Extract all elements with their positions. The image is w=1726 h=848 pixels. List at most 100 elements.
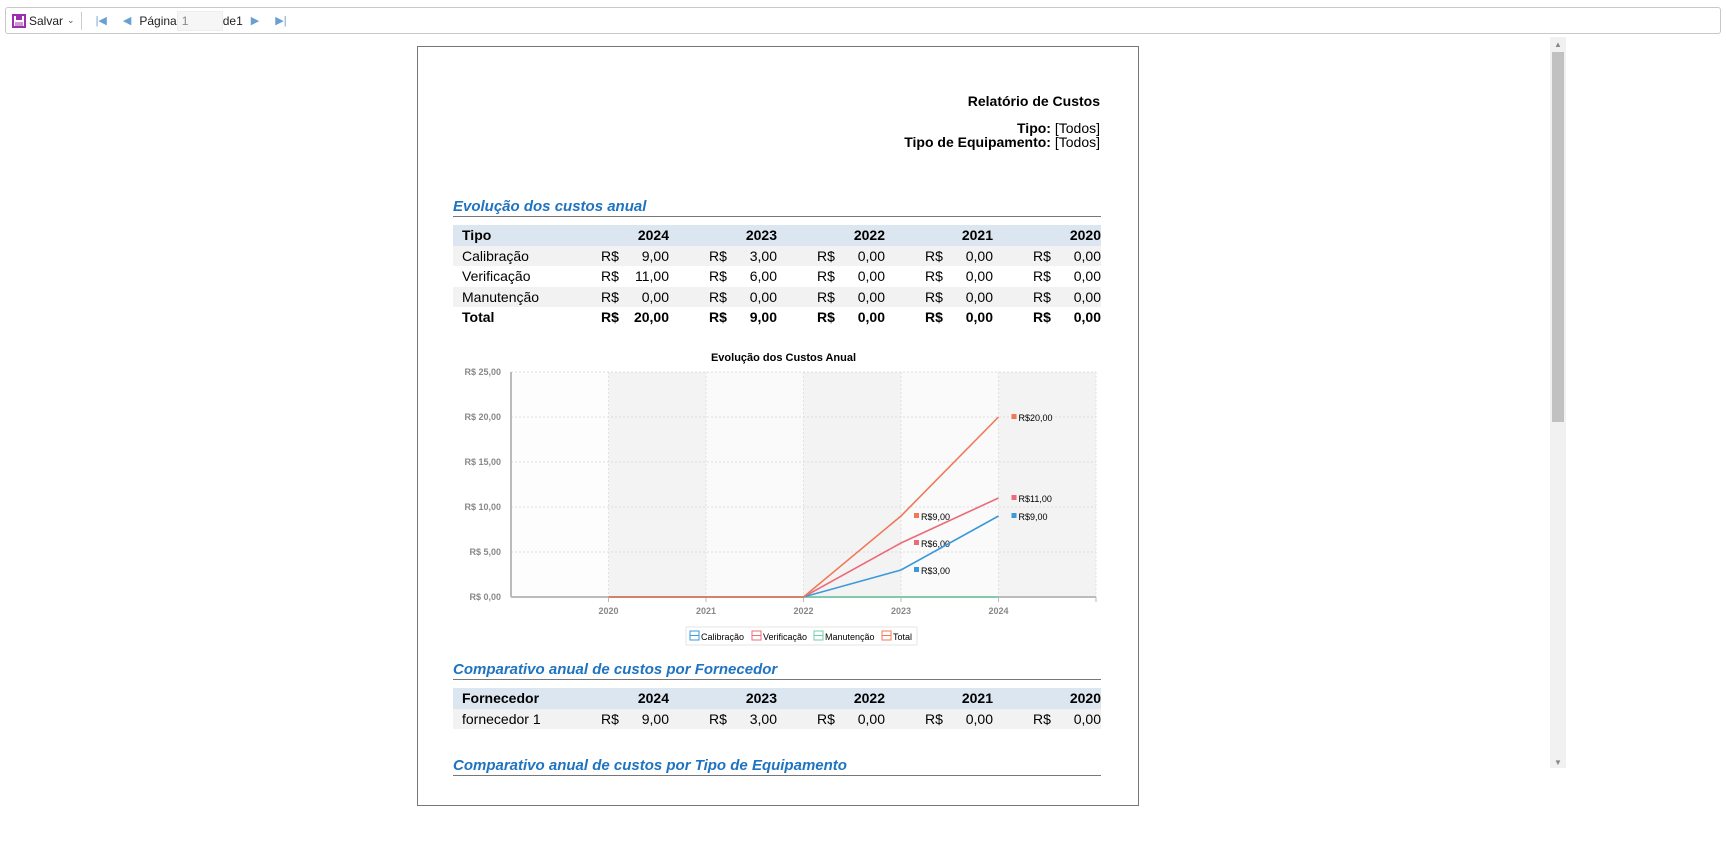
cost-value: 11,00 <box>635 268 669 285</box>
x-tick-label: 2020 <box>598 606 618 616</box>
cost-cell: R$ 0,00 <box>993 709 1101 730</box>
row-label: fornecedor 1 <box>462 710 541 727</box>
cost-cell: R$ 0,00 <box>885 266 993 287</box>
cost-cell: R$ 0,00 <box>777 266 885 287</box>
prev-page-icon[interactable]: ◀ <box>122 15 132 27</box>
currency-symbol: R$ <box>709 288 727 305</box>
data-label: R$9,00 <box>1019 512 1048 522</box>
table-header-row: Tipo 2024 2023 2022 2021 2020 <box>453 225 1101 246</box>
filter-value: [Todos] <box>1054 134 1100 150</box>
currency-symbol: R$ <box>1033 288 1051 305</box>
data-label: R$20,00 <box>1019 413 1053 423</box>
supplier-costs-table: Fornecedor 2024 2023 2022 2021 2020 fornecedor… <box>453 688 1101 729</box>
currency-symbol: R$ <box>601 268 619 285</box>
cost-cell: R$ 9,00 <box>561 246 669 267</box>
legend-item: Calibração <box>701 632 744 642</box>
currency-symbol: R$ <box>817 268 835 285</box>
legend-item: Total <box>893 632 912 642</box>
currency-symbol: R$ <box>925 309 943 326</box>
annual-costs-chart: Evolução dos Custos Anual R$ 0,00 R$ 5,00 R… <box>464 352 1097 646</box>
scroll-down-icon[interactable]: ▼ <box>1554 758 1562 767</box>
y-tick-label: R$ 10,00 <box>464 502 501 512</box>
data-label: R$11,00 <box>1019 494 1052 504</box>
section-title: Comparativo anual de custos por Forneced… <box>453 661 1101 680</box>
cost-cell: R$ 9,00 <box>561 709 669 730</box>
y-tick-label: R$ 20,00 <box>464 412 501 422</box>
currency-symbol: R$ <box>817 710 835 727</box>
currency-symbol: R$ <box>925 268 943 285</box>
y-tick-label: R$ 15,00 <box>464 457 501 467</box>
page-label: Página <box>139 13 177 28</box>
page-count: de1 <box>222 13 243 28</box>
cost-value: 0,00 <box>1073 309 1101 326</box>
cost-value: 0,00 <box>965 268 993 285</box>
legend-item: Verificação <box>763 632 807 642</box>
cost-cell: R$ 20,00 <box>561 307 669 328</box>
plot-band <box>803 372 901 597</box>
cost-cell: R$ 11,00 <box>561 266 669 287</box>
cost-value: 6,00 <box>749 268 777 285</box>
cost-cell: R$ 0,00 <box>561 287 669 308</box>
cost-value: 9,00 <box>641 710 669 727</box>
column-header: 2023 <box>745 690 777 707</box>
cost-cell: R$ 9,00 <box>669 307 777 328</box>
currency-symbol: R$ <box>1033 247 1051 264</box>
x-tick-label: 2024 <box>988 606 1008 616</box>
currency-symbol: R$ <box>709 710 727 727</box>
scroll-up-icon[interactable]: ▲ <box>1554 40 1562 49</box>
cost-value: 3,00 <box>749 247 777 264</box>
page-number-input[interactable] <box>176 10 223 31</box>
column-header: 2021 <box>961 690 993 707</box>
cost-value: 0,00 <box>857 288 885 305</box>
column-header: Fornecedor <box>462 690 540 707</box>
next-page-icon[interactable]: ▶ <box>250 15 260 27</box>
save-label: Salvar <box>29 13 64 28</box>
plot-band <box>998 372 1096 597</box>
currency-symbol: R$ <box>1033 268 1051 285</box>
cost-cell: R$ 0,00 <box>993 287 1101 308</box>
column-header: 2020 <box>1069 690 1101 707</box>
cost-value: 0,00 <box>1073 268 1101 285</box>
currency-symbol: R$ <box>601 309 619 326</box>
column-header: Tipo <box>462 227 492 244</box>
chevron-down-icon: ⌄ <box>67 15 75 25</box>
cost-value: 0,00 <box>1073 247 1101 264</box>
filter-label: Tipo: <box>1017 120 1051 136</box>
cost-cell: R$ 0,00 <box>777 709 885 730</box>
x-tick-label: 2021 <box>696 606 716 616</box>
currency-symbol: R$ <box>925 247 943 264</box>
cost-value: 0,00 <box>965 247 993 264</box>
cost-cell: R$ 0,00 <box>777 287 885 308</box>
currency-symbol: R$ <box>601 247 619 264</box>
cost-cell: R$ 3,00 <box>669 246 777 267</box>
section-title: Comparativo anual de custos por Tipo de … <box>453 757 1101 776</box>
currency-symbol: R$ <box>601 710 619 727</box>
plot-band <box>608 372 706 597</box>
table-row: Manutenção R$ 0,00 R$ 0,00 R$ 0,00 R$ 0,00 R$ 0,00 <box>453 286 1101 308</box>
row-label: Calibração <box>462 247 529 264</box>
row-label: Manutenção <box>462 288 540 305</box>
cost-cell: R$ 0,00 <box>885 287 993 308</box>
chart-title: Evolução dos Custos Anual <box>711 352 856 364</box>
cost-value: 20,00 <box>633 309 669 326</box>
plot-band <box>511 372 609 597</box>
data-point-marker <box>914 513 919 518</box>
cost-cell: R$ 6,00 <box>669 266 777 287</box>
annual-costs-table: Tipo 2024 2023 2022 2021 2020 Calibração R$ 9,00… <box>453 225 1101 328</box>
table-row: Calibração R$ 9,00 R$ 3,00 R$ 0,00 R$ 0,00 R$ 0,00 <box>453 245 1101 267</box>
cost-value: 0,00 <box>965 309 993 326</box>
data-point-marker <box>1011 495 1017 500</box>
last-page-icon[interactable]: ▶| <box>275 15 287 27</box>
first-page-icon[interactable]: |◀ <box>95 15 107 27</box>
save-button[interactable]: Salvar ⌄ <box>12 13 75 28</box>
cost-value: 0,00 <box>749 288 777 305</box>
data-point-marker <box>1011 513 1017 518</box>
cost-cell: R$ 0,00 <box>669 287 777 308</box>
cost-value: 0,00 <box>857 247 885 264</box>
currency-symbol: R$ <box>1033 710 1051 727</box>
currency-symbol: R$ <box>1033 309 1051 326</box>
scrollbar-thumb[interactable] <box>1552 52 1564 422</box>
cost-cell: R$ 3,00 <box>669 709 777 730</box>
y-tick-label: R$ 0,00 <box>469 592 501 602</box>
vertical-scrollbar[interactable]: ▲ ▼ <box>1550 37 1566 768</box>
